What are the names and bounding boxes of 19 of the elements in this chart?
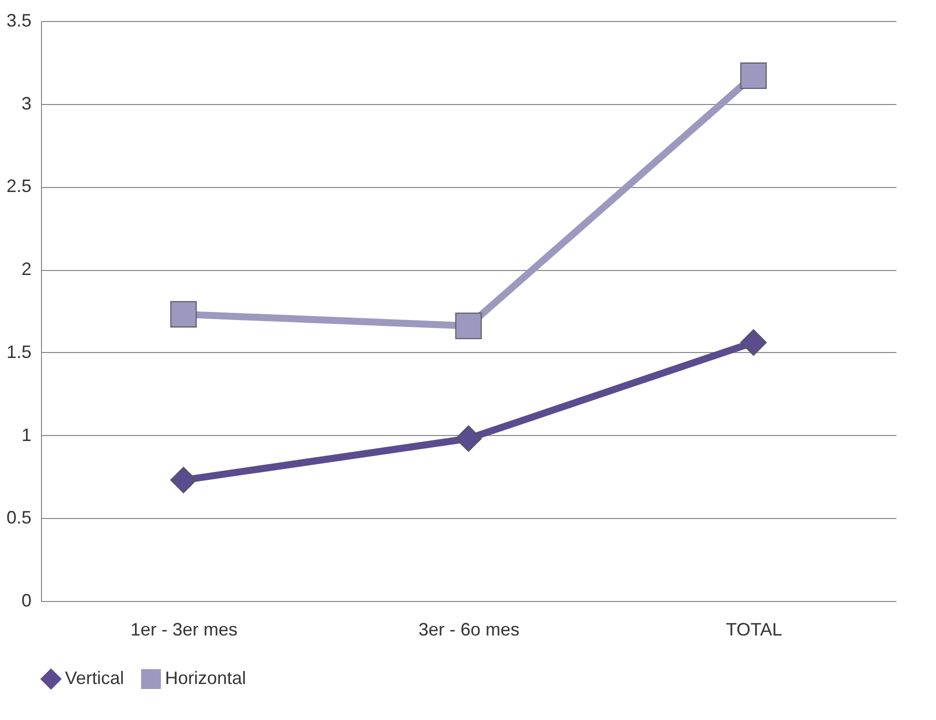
y-tick-label: 2.5 — [6, 176, 32, 196]
point — [455, 312, 482, 340]
y-tick-label: 1.5 — [6, 342, 32, 362]
y-tick-label: 0.5 — [6, 508, 32, 528]
legend-label: Horizontal — [165, 668, 246, 688]
y-tick-label: 3 — [21, 93, 32, 114]
legend-label: Vertical — [65, 668, 124, 688]
y-tick-label: 1 — [21, 424, 32, 445]
y-tick-label: 2 — [21, 259, 32, 280]
point — [740, 62, 767, 89]
y-tick-label: 0 — [21, 590, 32, 610]
point — [170, 466, 197, 494]
x-tick-label: TOTAL — [726, 620, 782, 640]
point — [740, 329, 767, 356]
x-tick-label: 3er - 6o mes — [418, 620, 520, 640]
point — [170, 301, 197, 328]
point — [455, 425, 482, 452]
x-tick-label: 1er - 3er mes — [130, 620, 238, 640]
y-tick-label: 3.5 — [6, 10, 32, 30]
